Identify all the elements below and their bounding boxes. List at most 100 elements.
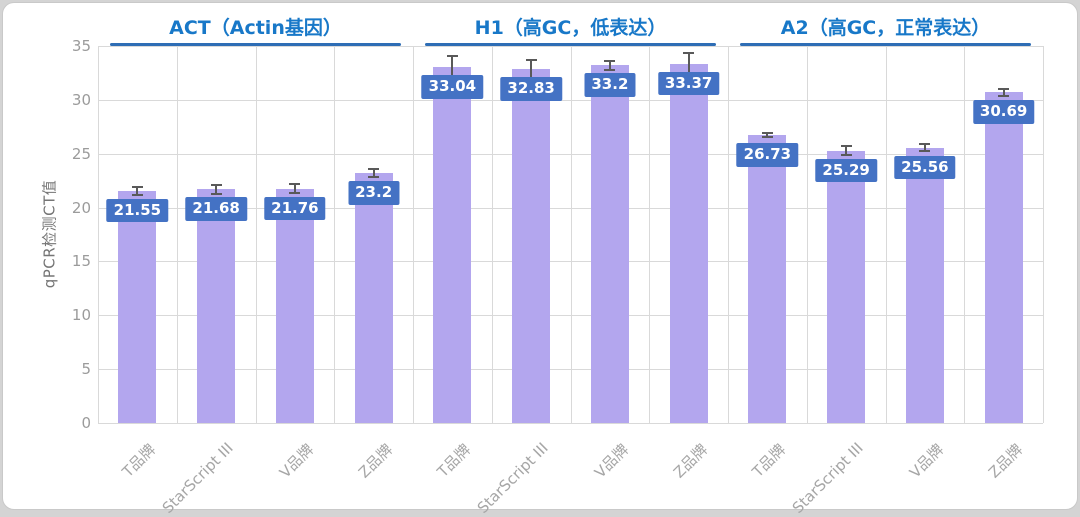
- error-bar-line: [530, 59, 533, 80]
- error-bar-cap: [998, 94, 1010, 97]
- gridline-vertical: [649, 46, 651, 423]
- error-bar-cap: [761, 131, 773, 134]
- error-bar-line: [451, 56, 454, 78]
- error-bar-cap: [761, 136, 773, 139]
- error-bar-cap: [368, 168, 380, 171]
- bar: [512, 69, 551, 423]
- bar-value-label: 21.55: [106, 198, 169, 223]
- bar: [354, 173, 393, 423]
- y-tick-label: 5: [81, 360, 91, 379]
- y-tick-label: 25: [71, 144, 91, 163]
- group-header: H1（高GC，低表达）: [474, 17, 667, 39]
- bar-value-label: 21.68: [185, 197, 247, 221]
- error-bar-line: [215, 185, 218, 194]
- bar: [905, 147, 944, 423]
- x-tick-label: StarScript III: [473, 439, 552, 517]
- error-bar-line: [766, 132, 769, 138]
- gridline-vertical: [1043, 46, 1044, 423]
- bar-value-label: 21.76: [264, 196, 326, 221]
- bar: [748, 135, 787, 423]
- error-bar-cap: [525, 58, 537, 61]
- error-bar-cap: [919, 143, 931, 146]
- x-tick-label: Z品牌: [984, 440, 1026, 482]
- gridline-vertical: [570, 46, 572, 423]
- gridline-vertical: [98, 46, 99, 423]
- group-header: ACT（Actin基因）: [169, 17, 342, 39]
- error-bar-cap: [131, 194, 143, 197]
- x-tick-label: T品牌: [119, 440, 160, 481]
- error-bar-line: [1002, 89, 1005, 96]
- error-bar-cap: [131, 185, 143, 188]
- error-bar-cap: [840, 153, 852, 156]
- bar-value-label: 32.83: [500, 77, 562, 101]
- y-tick-label: 35: [71, 37, 91, 55]
- error-bar-cap: [840, 145, 852, 148]
- y-tick-label: 10: [71, 306, 91, 325]
- group-underline: [110, 43, 401, 46]
- plot-area: 21.55 21.68 21.76 23.2 33.04 32.83 33.2 33.37 26…: [98, 46, 1044, 424]
- gridline-horizontal: [98, 423, 1043, 424]
- error-bar-cap: [683, 52, 695, 55]
- y-tick-label: 0: [81, 414, 91, 432]
- y-tick-label: 15: [71, 252, 91, 271]
- gridline-vertical: [806, 46, 808, 423]
- bar-value-label: 33.37: [657, 71, 720, 96]
- y-tick-label: 30: [71, 90, 91, 109]
- error-bar-line: [293, 184, 296, 193]
- gridline-vertical: [964, 46, 966, 423]
- error-bar-cap: [919, 149, 931, 152]
- group-headers: ACT（Actin基因） H1（高GC，低表达） A2（高GC，正常表达）: [98, 9, 1043, 49]
- bar-value-label: 33.04: [421, 75, 484, 99]
- error-bar-line: [372, 169, 375, 177]
- gridline-vertical: [255, 46, 257, 423]
- x-tick-label: StarScript III: [158, 439, 237, 517]
- gridline-vertical: [728, 46, 729, 423]
- gridline-vertical: [491, 46, 493, 423]
- bar-value-label: 25.29: [815, 158, 877, 183]
- x-tick-label: V品牌: [905, 440, 948, 482]
- error-bar-line: [845, 146, 848, 155]
- bar: [197, 189, 236, 423]
- error-bar-cap: [289, 183, 301, 186]
- bar-value-label: 33.2: [584, 73, 636, 97]
- bar: [669, 63, 708, 423]
- bar-value-label: 26.73: [736, 143, 799, 167]
- group-underline: [740, 43, 1031, 46]
- x-tick-label: Z品牌: [354, 440, 396, 482]
- bar: [118, 190, 157, 423]
- x-tick-label: V品牌: [275, 440, 318, 482]
- error-bar-cap: [289, 191, 301, 194]
- gridline-vertical: [885, 46, 887, 423]
- x-tick-label: T品牌: [434, 440, 475, 481]
- error-bar-line: [923, 144, 926, 151]
- error-bar-line: [687, 53, 690, 74]
- error-bar-cap: [998, 88, 1010, 91]
- error-bar-cap: [604, 59, 616, 62]
- bar-value-label: 25.56: [894, 155, 956, 180]
- error-bar-cap: [446, 55, 458, 58]
- bar-value-label: 30.69: [972, 100, 1035, 124]
- bar: [590, 65, 629, 423]
- bar: [827, 150, 866, 423]
- bar: [275, 188, 314, 423]
- error-bar-cap: [604, 69, 616, 72]
- error-bar-cap: [210, 192, 222, 195]
- error-bar-line: [608, 60, 611, 71]
- error-bar-cap: [368, 175, 380, 178]
- x-tick-label: StarScript III: [788, 439, 867, 517]
- x-tick-label: V品牌: [590, 440, 633, 482]
- bar: [433, 67, 472, 423]
- error-bar-cap: [210, 184, 222, 187]
- y-tick-label: 20: [71, 198, 91, 217]
- y-axis-ticks: 0 5 10 15 20 25 30 35: [3, 37, 91, 432]
- group-underline: [425, 43, 716, 46]
- x-axis-labels: T品牌 StarScript III V品牌 Z品牌 T品牌 StarScript III…: [98, 431, 1043, 517]
- error-bar-line: [136, 186, 139, 196]
- x-tick-label: T品牌: [749, 440, 790, 481]
- gridline-vertical: [334, 46, 336, 423]
- bar: [984, 92, 1023, 423]
- group-header: A2（高GC，正常表达）: [780, 17, 991, 39]
- bar-value-label: 23.2: [348, 181, 400, 205]
